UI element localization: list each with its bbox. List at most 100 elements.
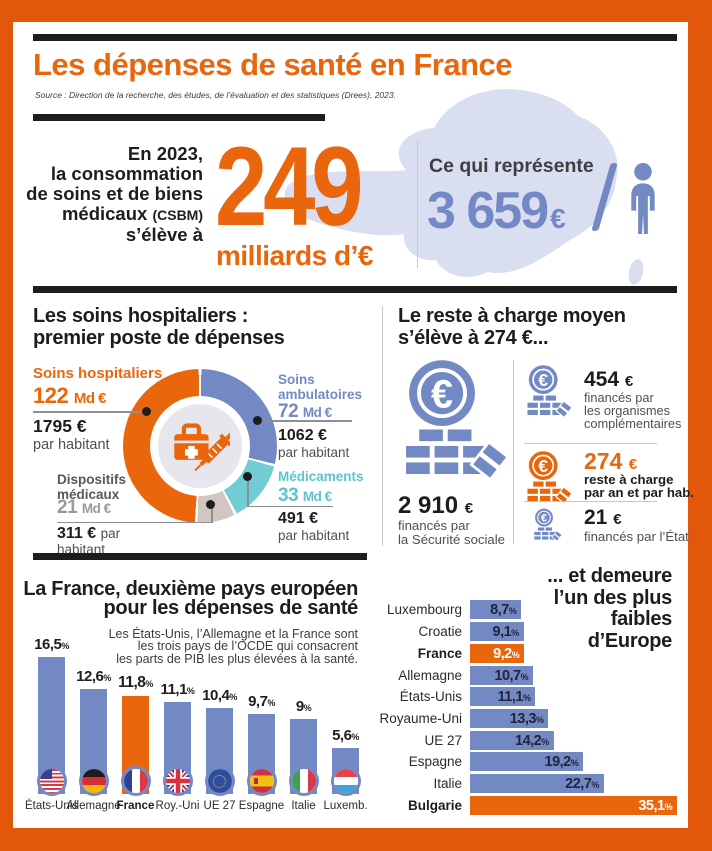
flag-france-icon [120,766,151,796]
callout-line [211,505,213,522]
bar-value-label: 11,8% [118,674,153,692]
donut-section-title: Les soins hospitaliers : premier poste d… [33,305,285,349]
bar: 11,1% [470,687,536,706]
hbar-france: France 9,2% [340,644,680,663]
hero-big-value: 249 [215,124,364,249]
bar-etats-unis: 16,5% États-Unis [25,636,78,813]
bar: 10,7% [470,666,534,685]
hbar-royaume-uni: Royaume-Uni 13,3% [340,709,680,728]
top-rule [33,34,677,41]
csbm-abbr: (CSBM) [152,207,203,223]
hero-intro-text: En 2023, la consommation de soins et de … [26,144,203,245]
flag-ue-icon [204,766,235,796]
remainder-section-title: Le reste à charge moyen s’élève à 274 €.… [398,305,626,349]
callout-line [258,420,352,422]
bar-category-label: France [116,800,155,812]
hbar-italie: Italie 22,7% [340,774,680,793]
segment-label: Médicaments [278,469,364,484]
bar-value-label: 12,6% [76,668,111,686]
euro-coin-bricks-icon [524,364,572,424]
bar-value-label: 16,5% [34,636,69,654]
person-icon [631,163,655,235]
bar: 9,1% [470,622,524,641]
segment-label: Dispositifs médicaux [57,472,127,502]
callout-dot [142,407,151,416]
bar-category-label: Italie [291,800,316,812]
medical-kit-icon [174,423,230,472]
flag-allemagne-icon [78,766,109,796]
bar-royaume-uni: 11,1% Roy.-Uni [156,640,200,813]
oop-chart-title: ... et demeure l’un des plus faibles d’E… [547,565,672,652]
list-separator [524,443,657,444]
segment-value: 122 Md € [33,383,107,408]
bar-ue27: 10,4% UE 27 [202,640,237,813]
segment-per-capita: 491 € par habitant [278,510,350,543]
hbar-ue27: UE 27 14,2% [340,731,680,750]
bar-category-label: États-Unis [24,800,79,812]
bar-value-label: 9,7% [248,692,275,710]
hbar-espagne: Espagne 19,2% [340,752,680,771]
securite-sociale-value: 2 910 € [398,492,474,519]
segment-value: 21 Md € [57,497,111,518]
hbar-bulgarie: Bulgarie 35,1% [340,796,680,815]
callout-line [33,411,146,413]
bar: 22,7% [470,774,604,793]
hbar-luxembourg: Luxembourg 8,7% [340,600,680,619]
remainder-item-label: reste à charge par an et par hab. [584,472,694,500]
bar: 14,2% [470,731,554,750]
hbar-croatie: Croatie 9,1% [340,622,680,641]
remainder-item-value: 274 € [584,448,638,474]
bar: 8,7% [470,600,522,619]
bar: 19,2% [470,752,584,771]
bar-value-label: 10,4% [202,686,237,704]
flag-italie-icon [288,766,319,796]
hero-divider [417,140,418,268]
bar: 35,1% [470,796,678,815]
gdp-chart-note: Les États-Unis, l’Allemagne et la France… [108,627,358,666]
bar-category-label: Allemagne [66,800,121,812]
callout-dot [253,416,262,425]
segment-per-capita: 1062 € par habitant [278,427,350,460]
bar-allemagne: 12,6% Allemagne [66,640,120,813]
bar: 9,2% [470,644,525,663]
hero-intro-line: médicaux (CSBM) [61,203,203,224]
euro-sign: € [550,203,566,234]
segment-value: 72 Md € [278,401,332,422]
segment-per-capita: 1795 € par habitant [33,416,110,453]
segment-label: Soins hospitaliers [33,365,163,382]
hero-big-unit: milliards d’€ [216,240,373,271]
callout-dot [243,472,252,481]
section-rule [33,286,677,293]
segment-label: Soins ambulatoires [278,372,363,402]
callout-dot [206,500,215,509]
bar-espagne: 9,7% Espagne [239,640,284,813]
bar-italie: 9% Italie [288,640,319,813]
callout-line [247,477,249,507]
remainder-item-value: 21 € [584,506,622,529]
bar-category-label: Roy.-Uni [155,800,200,812]
hero-rule [33,114,325,121]
flag-espagne-icon [246,766,277,796]
remainder-item-label: financés par l’État [584,529,689,544]
per-capita-heading: Ce qui représente [429,155,594,177]
bar-value-label: 5,6% [332,726,359,744]
callout-line [247,505,333,507]
remainder-item-label: financés par les organismes complémentai… [584,390,682,431]
bar-category-label: Luxemb. [323,800,368,812]
france-map-silhouette [284,89,644,285]
remainder-divider [513,360,514,544]
source-note: Source : Direction de la recherche, des … [35,90,396,100]
bar-value-label: 11,1% [160,680,195,698]
callout-line [57,521,213,523]
hbar-allemagne: Allemagne 10,7% [340,666,680,685]
segment-value: 33 Md € [278,485,332,506]
uk-flag-svg [165,769,190,793]
bar-category-label: Espagne [238,800,285,812]
hero-intro-line: de soins et de biens [26,183,203,204]
bar: 13,3% [470,709,549,728]
bar-france: 11,8% France [117,640,155,813]
remainder-item-value: 454 € [584,368,634,391]
hero-intro-line: la consommation [50,163,203,184]
euro-coin-bricks-icon [398,358,508,494]
